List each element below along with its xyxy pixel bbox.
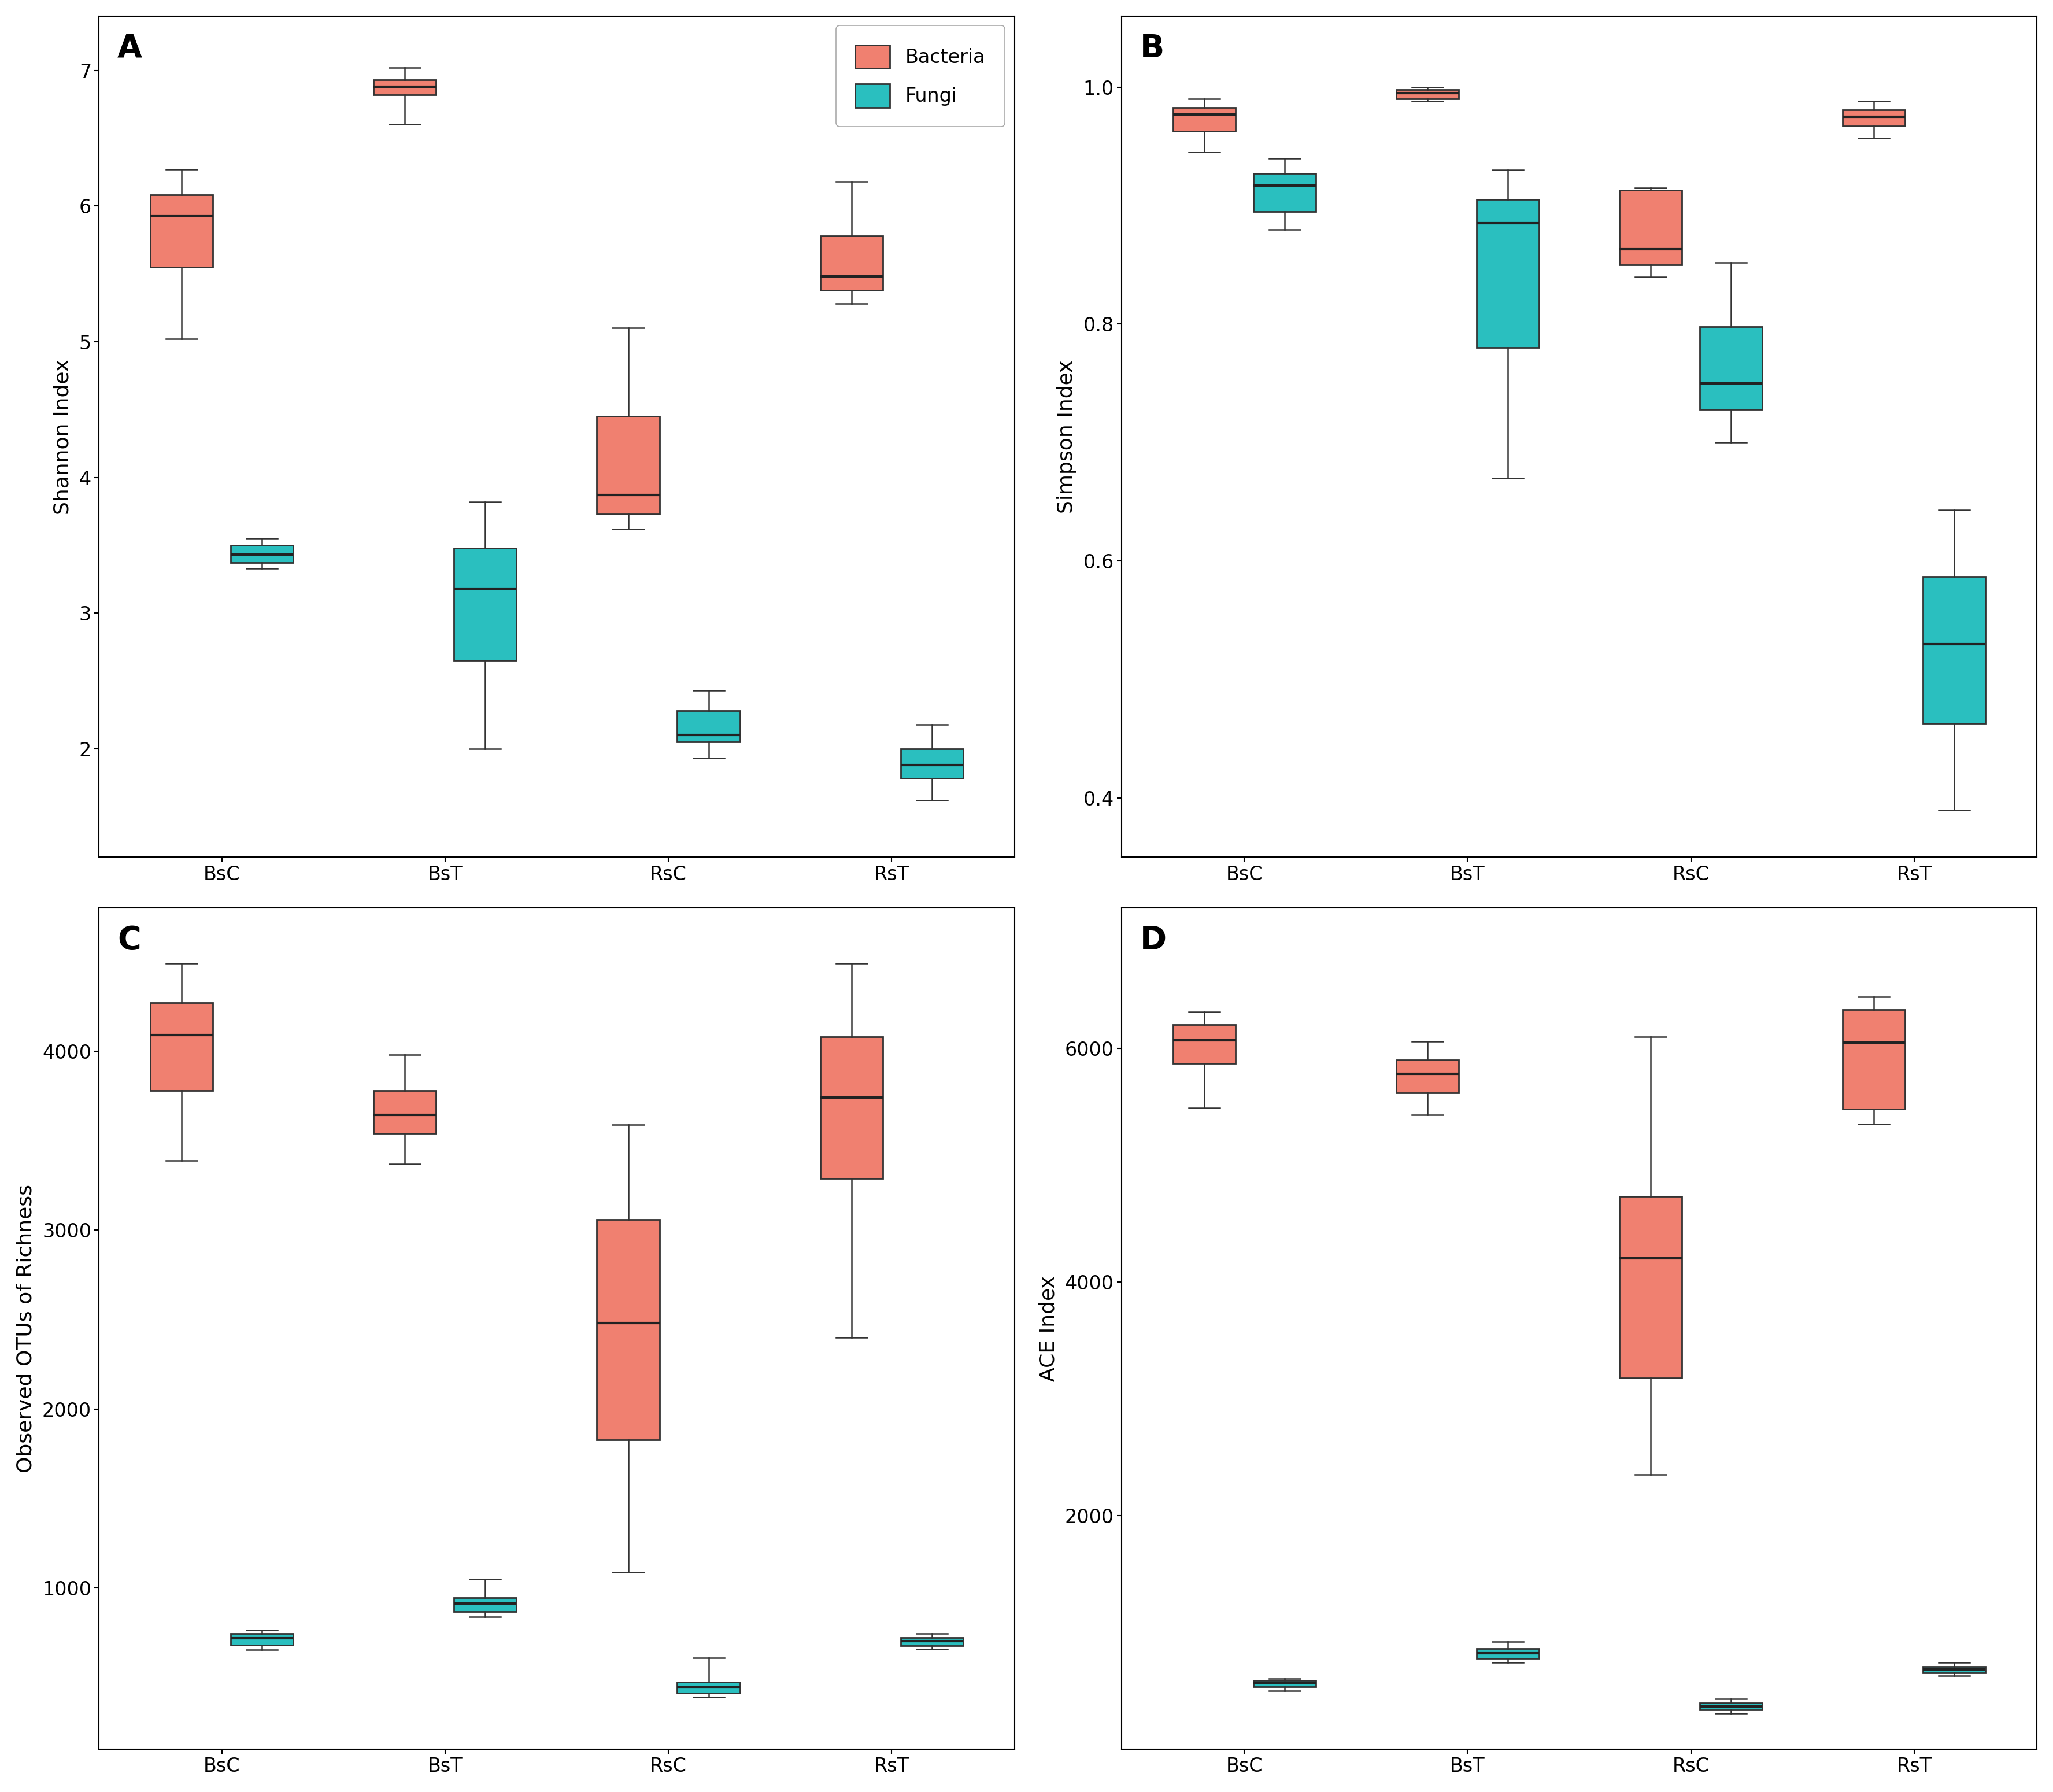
PathPatch shape: [1700, 326, 1761, 409]
PathPatch shape: [1476, 1649, 1540, 1659]
PathPatch shape: [821, 237, 883, 290]
PathPatch shape: [150, 1004, 214, 1091]
PathPatch shape: [1172, 108, 1236, 131]
PathPatch shape: [150, 195, 214, 267]
PathPatch shape: [597, 416, 659, 514]
PathPatch shape: [1252, 1681, 1316, 1686]
PathPatch shape: [1172, 1025, 1236, 1063]
PathPatch shape: [374, 81, 435, 95]
PathPatch shape: [1844, 109, 1905, 125]
PathPatch shape: [1844, 1009, 1905, 1109]
PathPatch shape: [1396, 1059, 1458, 1093]
PathPatch shape: [230, 545, 294, 563]
PathPatch shape: [454, 548, 517, 661]
PathPatch shape: [374, 1091, 435, 1134]
PathPatch shape: [677, 711, 739, 742]
Y-axis label: Shannon Index: Shannon Index: [53, 358, 72, 514]
PathPatch shape: [821, 1038, 883, 1179]
PathPatch shape: [1620, 190, 1681, 265]
PathPatch shape: [1252, 174, 1316, 211]
Text: A: A: [117, 32, 142, 65]
PathPatch shape: [677, 1683, 739, 1693]
Text: B: B: [1139, 32, 1164, 65]
PathPatch shape: [454, 1598, 517, 1611]
Y-axis label: ACE Index: ACE Index: [1039, 1276, 1057, 1382]
Legend: Bacteria, Fungi: Bacteria, Fungi: [836, 25, 1004, 127]
Text: C: C: [117, 925, 142, 957]
Text: D: D: [1139, 925, 1166, 957]
PathPatch shape: [1476, 199, 1540, 348]
Y-axis label: Observed OTUs of Richness: Observed OTUs of Richness: [16, 1185, 35, 1473]
PathPatch shape: [1700, 1702, 1761, 1710]
PathPatch shape: [1620, 1197, 1681, 1378]
PathPatch shape: [1396, 90, 1458, 99]
Y-axis label: Simpson Index: Simpson Index: [1057, 360, 1076, 514]
PathPatch shape: [230, 1634, 294, 1645]
PathPatch shape: [597, 1220, 659, 1439]
PathPatch shape: [901, 749, 963, 778]
PathPatch shape: [1924, 1667, 1985, 1672]
PathPatch shape: [901, 1638, 963, 1645]
PathPatch shape: [1924, 577, 1985, 724]
